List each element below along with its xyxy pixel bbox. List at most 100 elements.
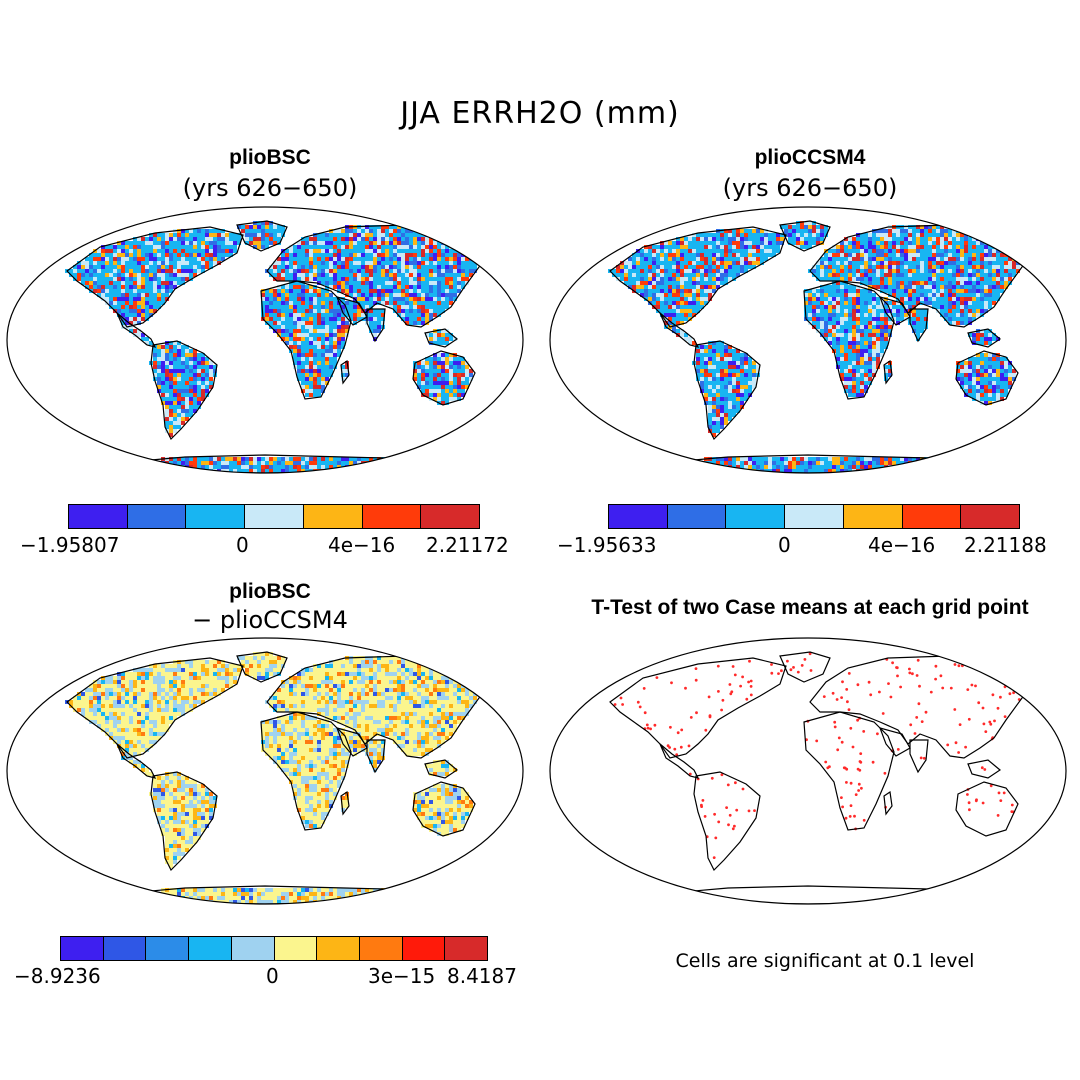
grid-cell — [453, 269, 457, 273]
grid-cell — [956, 265, 960, 269]
grid-cell — [201, 265, 205, 269]
grid-cell — [884, 341, 888, 345]
grid-cell — [169, 381, 173, 385]
grid-cell — [337, 269, 341, 273]
grid-cell — [373, 285, 377, 289]
grid-cell — [640, 277, 644, 281]
grid-cell — [353, 281, 357, 285]
grid-cell — [177, 349, 181, 353]
grid-cell — [660, 253, 664, 257]
grid-cell — [457, 397, 461, 401]
grid-cell — [389, 225, 393, 229]
grid-cell — [964, 269, 968, 273]
grid-cell — [980, 261, 984, 265]
grid-cell — [768, 241, 772, 245]
grid-cell — [888, 277, 892, 281]
grid-cell — [425, 277, 429, 281]
grid-cell — [736, 241, 740, 245]
grid-cell — [916, 229, 920, 233]
grid-cell — [193, 257, 197, 261]
grid-cell — [113, 293, 117, 297]
grid-cell — [964, 305, 968, 309]
grid-cell — [389, 253, 393, 257]
grid-cell — [201, 249, 205, 253]
grid-cell — [708, 289, 712, 293]
grid-cell — [676, 329, 680, 333]
grid-cell — [149, 241, 153, 245]
grid-cell — [117, 301, 121, 305]
grid-cell — [433, 277, 437, 281]
grid-cell — [980, 225, 984, 229]
grid-cell — [872, 269, 876, 273]
grid-cell — [908, 245, 912, 249]
grid-cell — [213, 249, 217, 253]
grid-cell — [684, 281, 688, 285]
grid-cell — [441, 329, 445, 333]
grid-cell — [437, 389, 441, 393]
grid-cell — [153, 349, 157, 353]
grid-cell — [964, 317, 968, 321]
grid-cell — [105, 269, 109, 273]
grid-cell — [956, 369, 960, 373]
grid-cell — [157, 377, 161, 381]
grid-cell — [856, 293, 860, 297]
grid-cell — [317, 457, 321, 461]
grid-cell — [1024, 257, 1028, 261]
grid-cell — [293, 269, 297, 273]
grid-cell — [317, 377, 321, 381]
grid-cell — [824, 253, 828, 257]
grid-cell — [309, 361, 313, 365]
grid-cell — [920, 325, 924, 329]
grid-cell — [429, 389, 433, 393]
grid-cell — [680, 329, 684, 333]
grid-cell — [301, 285, 305, 289]
grid-cell — [832, 273, 836, 277]
grid-cell — [313, 333, 317, 337]
grid-cell — [109, 265, 113, 269]
grid-cell — [896, 309, 900, 313]
grid-cell — [277, 269, 281, 273]
grid-cell — [321, 361, 325, 365]
grid-cell — [237, 457, 241, 461]
grid-cell — [249, 229, 253, 233]
grid-cell — [768, 253, 772, 257]
grid-cell — [357, 261, 361, 265]
grid-cell — [297, 297, 301, 301]
grid-cell — [980, 329, 984, 333]
grid-cell — [333, 361, 337, 365]
grid-cell — [844, 353, 848, 357]
grid-cell — [197, 389, 201, 393]
grid-cell — [137, 281, 141, 285]
grid-cell — [389, 301, 393, 305]
grid-cell — [441, 257, 445, 261]
grid-cell — [317, 385, 321, 389]
grid-cell — [884, 281, 888, 285]
grid-cell — [964, 297, 968, 301]
grid-cell — [313, 245, 317, 249]
grid-cell — [209, 465, 213, 469]
grid-cell — [425, 357, 429, 361]
grid-cell — [361, 313, 365, 317]
grid-cell — [301, 345, 305, 349]
grid-cell — [137, 465, 141, 469]
grid-cell — [944, 257, 948, 261]
grid-cell — [636, 285, 640, 289]
grid-cell — [161, 249, 165, 253]
grid-cell — [720, 249, 724, 253]
grid-cell — [405, 265, 409, 269]
grid-cell — [748, 373, 752, 377]
grid-cell — [185, 373, 189, 377]
grid-cell — [181, 245, 185, 249]
grid-cell — [876, 349, 880, 353]
grid-cell — [924, 269, 928, 273]
grid-cell — [892, 281, 896, 285]
grid-cell — [289, 313, 293, 317]
grid-cell — [740, 365, 744, 369]
grid-cell — [309, 285, 313, 289]
grid-cell — [912, 253, 916, 257]
grid-cell — [816, 261, 820, 265]
grid-cell — [373, 309, 377, 313]
grid-cell — [437, 369, 441, 373]
grid-cell — [189, 385, 193, 389]
grid-cell — [692, 249, 696, 253]
